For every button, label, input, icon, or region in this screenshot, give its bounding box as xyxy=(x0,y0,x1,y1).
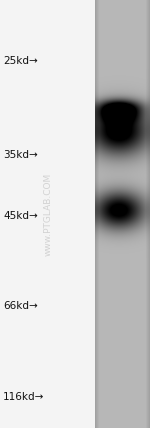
Text: 45kd→: 45kd→ xyxy=(3,211,38,221)
Text: 25kd→: 25kd→ xyxy=(3,56,38,66)
Text: 35kd→: 35kd→ xyxy=(3,150,38,160)
Text: 66kd→: 66kd→ xyxy=(3,301,38,311)
Text: www.PTGLAB.COM: www.PTGLAB.COM xyxy=(44,172,52,256)
Text: 116kd→: 116kd→ xyxy=(3,392,44,402)
